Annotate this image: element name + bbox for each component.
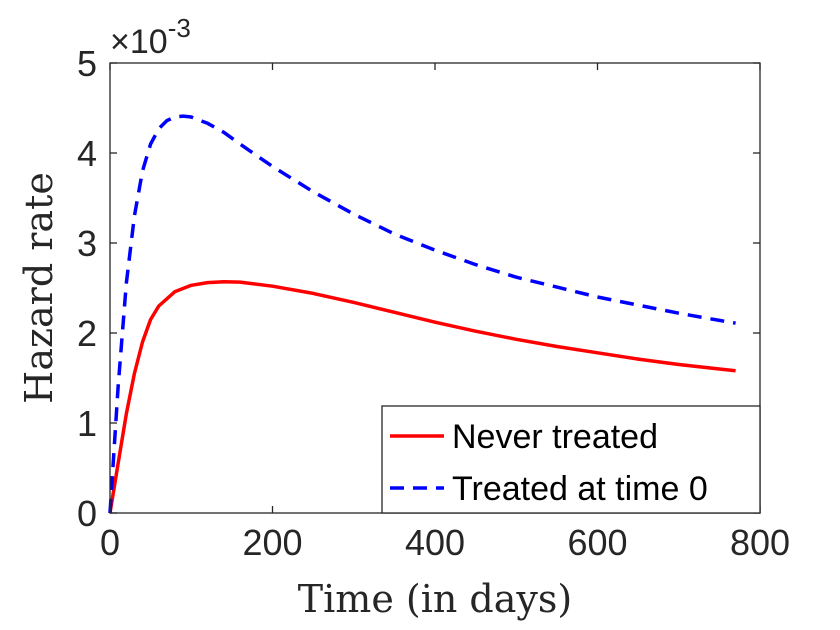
y-tick-label: 2 [77,313,97,354]
x-axis-title: Time (in days) [298,577,572,621]
y-tick-label: 1 [77,403,97,444]
x-tick-label: 600 [567,522,627,563]
y-tick-label: 3 [77,223,97,264]
y-tick-label: 5 [77,43,97,84]
legend: Never treated Treated at time 0 [381,405,761,514]
x-tick-label: 200 [242,522,302,563]
y-axis-title: Hazard rate [17,172,61,404]
y-tick-label: 4 [77,133,97,174]
legend-box [381,405,761,514]
series-line-never-treated [108,279,736,514]
series-line-treated-at-time-0 [108,114,736,514]
x-tick-label: 400 [405,522,465,563]
legend-label-never-treated: Never treated [452,418,658,456]
series-group [108,114,736,514]
y-tick-label: 0 [77,493,97,534]
axes: 0 200 400 600 800 0 1 2 3 4 5 ×10-3 Time (in days) Ha… [17,13,790,621]
y-exponent-label: ×10-3 [110,13,191,61]
x-tick-label: 0 [100,522,120,563]
legend-label-treated-at-time-0: Treated at time 0 [452,470,708,508]
x-tick-label: 800 [730,522,790,563]
